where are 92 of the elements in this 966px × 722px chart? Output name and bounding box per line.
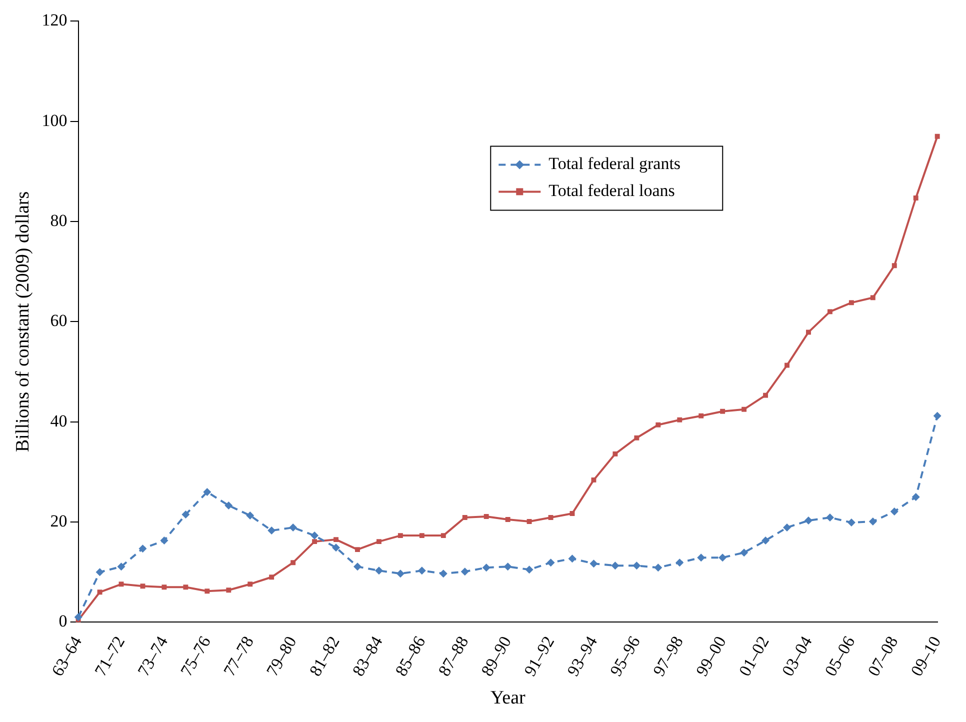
- point: [806, 330, 811, 335]
- point: [460, 568, 469, 576]
- point: [611, 562, 620, 570]
- point: [848, 300, 854, 306]
- point: [847, 518, 856, 527]
- point: [590, 560, 598, 568]
- legend-label: Total federal grants: [548, 154, 681, 174]
- point: [718, 554, 727, 562]
- y-tick-label: 40: [50, 411, 68, 430]
- y-tick-label: 60: [50, 311, 68, 330]
- point: [353, 562, 362, 571]
- point: [376, 539, 382, 544]
- point: [634, 435, 640, 440]
- point: [783, 524, 792, 532]
- point: [804, 516, 812, 525]
- point: [632, 562, 641, 570]
- point: [913, 196, 918, 200]
- point: [677, 417, 682, 422]
- point: [591, 477, 596, 482]
- point: [97, 590, 102, 595]
- point: [890, 508, 898, 516]
- point: [484, 514, 489, 519]
- point: [912, 492, 920, 501]
- point: [784, 362, 790, 368]
- point: [334, 537, 338, 542]
- point: [160, 536, 168, 545]
- point: [439, 570, 448, 578]
- y-tick-label: 20: [50, 511, 68, 530]
- y-tick-label: 0: [58, 612, 68, 631]
- point: [398, 533, 403, 538]
- point: [762, 536, 770, 545]
- y-tick-label: 100: [42, 110, 68, 130]
- point: [548, 515, 554, 520]
- point: [676, 558, 684, 567]
- point: [374, 566, 383, 575]
- point: [654, 564, 662, 572]
- x-axis-title: Year: [490, 688, 526, 709]
- y-axis-title: Billions of constant (2009) dollars: [12, 191, 34, 452]
- point: [312, 539, 318, 544]
- point: [612, 451, 618, 456]
- y-tick-label: 80: [50, 211, 68, 230]
- point: [870, 295, 876, 300]
- point: [698, 413, 704, 418]
- point: [96, 568, 104, 576]
- point: [74, 613, 82, 622]
- legend-label: Total federal loans: [548, 181, 675, 200]
- point: [290, 560, 296, 566]
- point: [934, 134, 940, 139]
- point: [763, 392, 768, 398]
- point: [248, 582, 253, 587]
- point: [355, 547, 360, 552]
- point: [118, 582, 124, 587]
- point: [505, 517, 510, 522]
- point: [246, 512, 254, 520]
- point: [720, 408, 726, 414]
- point: [826, 514, 834, 522]
- point: [525, 566, 534, 574]
- y-tick-label: 120: [42, 10, 68, 30]
- point: [740, 548, 748, 557]
- point: [546, 558, 555, 567]
- point: [182, 510, 190, 519]
- point: [504, 562, 512, 571]
- point: [526, 519, 532, 524]
- point: [224, 502, 233, 510]
- point: [140, 584, 146, 589]
- point: [203, 488, 212, 496]
- point: [332, 544, 340, 552]
- point: [482, 564, 490, 572]
- point: [419, 533, 424, 538]
- point: [183, 584, 188, 590]
- point: [117, 562, 126, 571]
- point: [656, 422, 661, 428]
- point: [268, 526, 276, 535]
- point: [568, 554, 576, 563]
- point: [310, 532, 319, 540]
- point: [269, 574, 274, 580]
- point: [742, 406, 747, 412]
- point: [138, 544, 147, 553]
- point: [570, 511, 575, 516]
- point: [868, 518, 877, 526]
- point: [933, 412, 942, 420]
- point: [226, 588, 232, 593]
- point: [162, 584, 167, 590]
- point: [204, 588, 210, 594]
- point: [462, 515, 468, 520]
- point: [289, 524, 298, 532]
- point: [697, 554, 706, 562]
- point: [418, 566, 426, 575]
- point: [396, 570, 404, 578]
- point: [440, 533, 446, 538]
- point: [892, 263, 897, 268]
- point: [827, 309, 832, 314]
